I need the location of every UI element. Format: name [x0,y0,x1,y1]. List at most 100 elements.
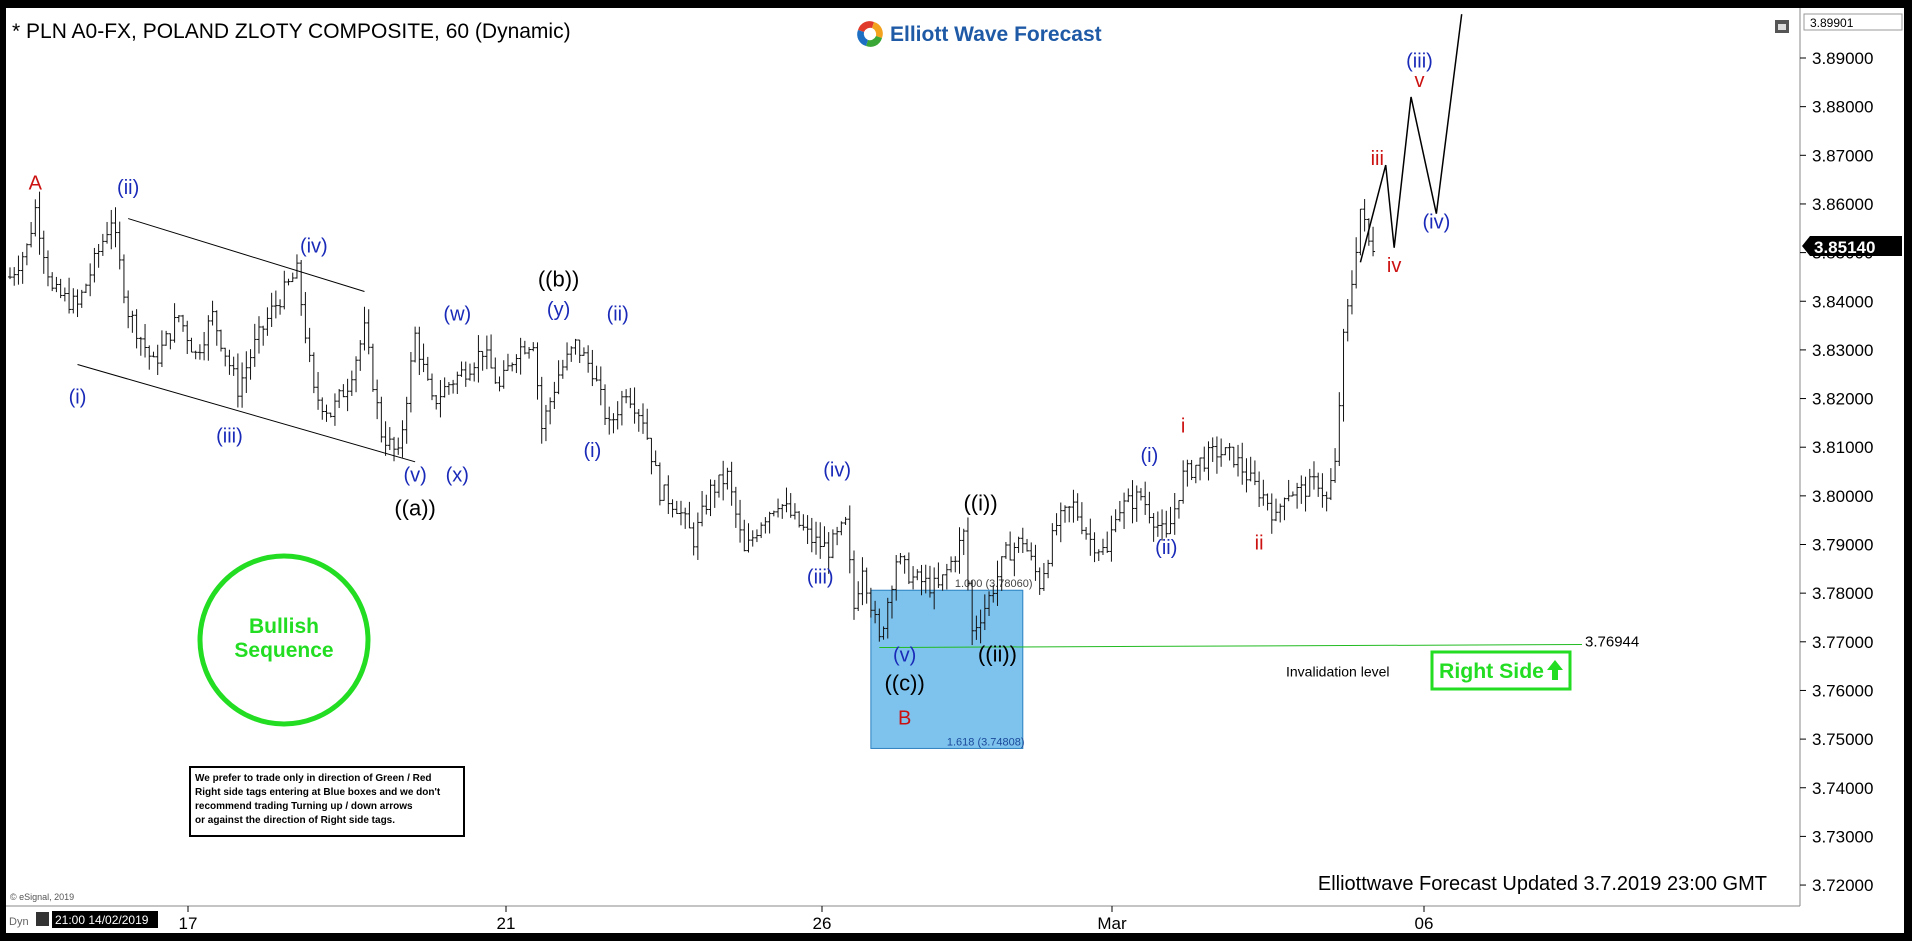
ohlc-bar [535,342,540,400]
ohlc-bar [1063,505,1067,523]
ohlc-bar [438,380,443,418]
ohlc-bar [987,591,992,616]
ohlc-bar [932,567,937,610]
ohlc-bar [784,487,789,513]
ohlc-bar [590,349,595,387]
ohlc-bar [1206,441,1211,481]
right-side-label: Right Side [1439,660,1544,683]
ohlc-bar [62,287,67,302]
ohlc-bar [269,292,274,327]
ohlc-bar [1176,499,1181,519]
right-side-tag: Right Side [1430,650,1572,691]
maximize-icon[interactable] [1775,20,1789,33]
ohlc-bar [79,289,84,308]
ohlc-bar [586,345,591,373]
ohlc-bar [1269,493,1274,534]
ohlc-bar [809,517,814,553]
wave-label: (v) [893,644,916,666]
ohlc-bar [1303,476,1308,512]
ohlc-bar [480,350,485,371]
ohlc-bar [847,505,852,574]
ohlc-bar [1219,438,1224,467]
wave-label: (w) [443,304,471,326]
ohlc-bar [1210,437,1215,462]
ohlc-bar [1041,563,1046,592]
ohlc-bar [1257,471,1262,508]
wave-label: (iv) [1422,211,1450,233]
ohlc-bar [1236,444,1241,477]
ohlc-bar [345,378,350,412]
ohlc-bar [961,528,966,556]
ohlc-bar [1265,493,1270,511]
ohlc-bar [548,397,553,425]
ohlc-bar [683,507,688,529]
ohlc-bar [759,522,764,539]
ohlc-bar [1295,482,1300,509]
ohlc-bar [240,362,245,408]
ohlc-bar [362,306,367,351]
ohlc-bar [459,361,464,377]
bottom-left-info: Dyn 21:00 14/02/2019 [9,911,158,928]
ohlc-bar [463,361,468,387]
ohlc-bar [603,384,608,425]
ohlc-bar [41,230,46,274]
ohlc-bar [193,350,198,360]
ohlc-bar [159,330,164,368]
ohlc-bar [1261,479,1266,506]
ohlc-bar [822,526,827,548]
ohlc-bar [594,365,599,382]
bullish-sequence-badge: Bullish Sequence [197,553,371,727]
ohlc-bar [143,324,148,358]
ohlc-bar [1033,544,1038,581]
ohlc-bar [1307,468,1312,497]
ohlc-bar [273,290,278,319]
y-tick-labels: 3.890003.880003.870003.860003.850003.840… [1800,49,1873,895]
ohlc-bar [653,450,658,467]
logo-text: Elliott Wave Forecast [890,23,1102,46]
ohlc-bar [581,347,586,356]
ohlc-bar [421,343,426,373]
ohlc-bar [387,427,392,451]
ohlc-bar [649,437,654,475]
ohlc-bar [780,504,785,519]
logo: Elliott Wave Forecast [856,20,1102,48]
ohlc-bar [864,567,869,604]
ohlc-bar [311,352,316,394]
box-top-label: 1.000 (3.78060) [955,578,1033,590]
ohlc-bar [1299,475,1304,504]
ohlc-bar [138,336,143,356]
calendar-icon[interactable] [36,912,49,926]
ohlc-bar [868,587,873,618]
ohlc-bar [1071,489,1076,523]
y-tick-label: 3.83000 [1812,341,1873,360]
ohlc-bar [1202,446,1207,472]
ohlc-bar [742,519,747,552]
y-tick-label: 3.84000 [1812,292,1873,311]
ohlc-bar [134,309,139,349]
ohlc-bar [569,346,574,362]
channel-line [77,364,416,463]
ohlc-bar [877,608,882,642]
plot-area [6,8,1800,906]
ohlc-bar [442,377,447,398]
ohlc-bar [1075,493,1080,521]
ohlc-bar [543,404,548,442]
box-bottom-label: 1.618 (3.74808) [947,736,1025,748]
current-price-value: 3.85140 [1814,238,1875,257]
ohlc-bar [527,347,532,359]
timestamp-text: 21:00 14/02/2019 [55,913,149,927]
ohlc-bar [164,330,169,346]
ohlc-bar [885,597,890,639]
ohlc-bar [413,326,418,363]
ohlc-bar [641,403,645,434]
disclaimer-line-1: We prefer to trade only in direction of … [195,773,432,784]
ohlc-bar [1046,559,1051,579]
wave-label: (iv) [300,236,328,258]
ohlc-bar [995,560,1000,606]
ohlc-bar [1172,492,1177,535]
x-tick-label: Mar [1097,914,1127,933]
time-axis [6,906,1904,933]
ohlc-bar [1248,456,1253,482]
ohlc-bar [151,351,156,358]
